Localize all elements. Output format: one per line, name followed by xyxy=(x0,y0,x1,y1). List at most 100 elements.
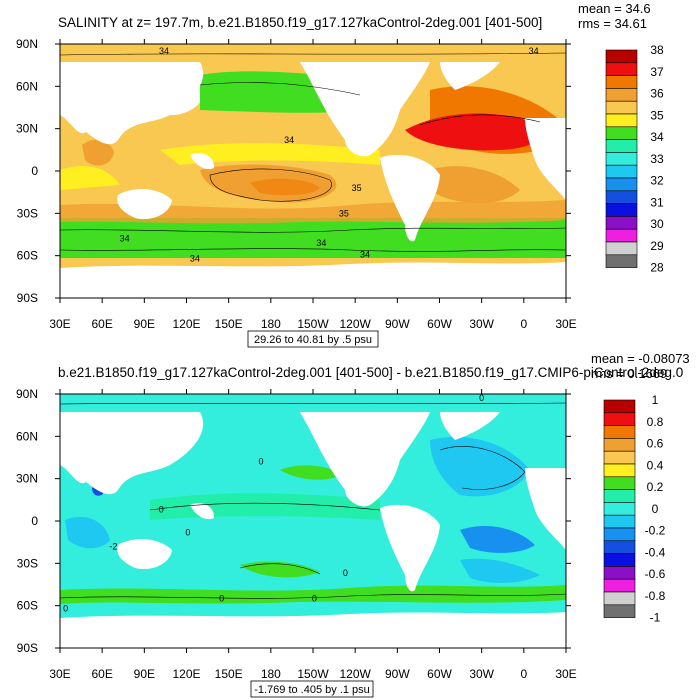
tropical-pacific-lighter xyxy=(150,493,380,520)
contour-label: 35 xyxy=(339,208,349,218)
arctic-band xyxy=(60,44,566,62)
colorbar-swatch xyxy=(603,553,636,567)
continent-south-america xyxy=(380,154,440,242)
colorbar-swatch xyxy=(605,100,638,115)
colorbar-label: 0 xyxy=(652,502,659,516)
y-tick-label: 90S xyxy=(17,641,38,655)
arctic-band xyxy=(60,394,566,412)
contour-label: 0 xyxy=(219,594,224,604)
x-tick-label: 150E xyxy=(215,667,243,681)
salinity-panel: SALINITY at z= 197.7m, b.e21.B1850.f19_g… xyxy=(16,1,664,348)
contour-line xyxy=(149,502,381,511)
contour-labels: 0 0 0 0 -2 0 0 0 0 xyxy=(63,393,484,613)
atlantic-deep-blue xyxy=(460,525,535,553)
atlantic-fresh-blue xyxy=(430,436,530,497)
y-axis: 90N 60N 30N 0 30S 60S 90S xyxy=(16,387,571,655)
south-orange-band xyxy=(60,200,566,224)
colorbar-swatch xyxy=(605,62,638,76)
contour-label: 0 xyxy=(479,393,484,403)
maritime-continent xyxy=(190,503,215,520)
contour-line xyxy=(199,82,361,96)
y-tick-label: 30S xyxy=(17,556,38,570)
pacific-core-max xyxy=(250,178,320,196)
contour-labels: 34 34 34 35 35 34 34 34 34 xyxy=(120,46,539,263)
colorbar-swatch xyxy=(603,604,636,618)
contour-line xyxy=(239,563,321,575)
colorbar-label: 34 xyxy=(650,130,664,144)
x-tick-label: 180 xyxy=(261,667,281,681)
range-label: -1.769 to .405 by .1 psu xyxy=(254,684,370,696)
x-tick-label: 60E xyxy=(91,317,112,331)
y-tick-label: 90N xyxy=(16,37,38,51)
colorbar-swatch xyxy=(605,216,638,230)
colorbar-swatch xyxy=(605,190,638,204)
x-tick-label: 30W xyxy=(469,667,494,681)
x-tick-label: 0 xyxy=(520,667,527,681)
colorbar-swatch xyxy=(603,438,636,452)
stat-mean: mean = 34.6 xyxy=(578,1,651,16)
continent-antarctica xyxy=(60,262,566,298)
colorbar-label: -0.2 xyxy=(645,524,666,538)
contour-line xyxy=(60,52,566,56)
colorbar-swatch xyxy=(603,476,636,490)
colorbar-swatch xyxy=(605,228,638,243)
colorbar-label: 0.6 xyxy=(647,437,664,451)
y-tick-label: 0 xyxy=(31,514,38,528)
continent-australia xyxy=(117,188,172,220)
colorbar: 38 37 36 35 34 33 32 31 30 29 28 xyxy=(605,43,664,275)
y-tick-label: 0 xyxy=(31,164,38,178)
south-green-band xyxy=(60,585,566,604)
y-tick-label: 60N xyxy=(16,79,38,93)
contour-line xyxy=(60,248,566,252)
contour-label: 34 xyxy=(529,46,539,56)
stat-rms: rms = 34.61 xyxy=(578,16,647,31)
colorbar-swatch xyxy=(605,152,638,166)
colorbar-label: 38 xyxy=(650,43,664,57)
x-tick-label: 90E xyxy=(134,317,155,331)
contour-label: 34 xyxy=(159,46,169,56)
colorbar-swatch xyxy=(605,49,638,64)
continent-africa xyxy=(525,468,566,550)
colorbar-label: 1 xyxy=(652,393,659,407)
x-tick-label: 30W xyxy=(469,317,494,331)
colorbar-label: 0.4 xyxy=(647,458,664,472)
x-tick-label: 60E xyxy=(91,667,112,681)
x-tick-label: 30E xyxy=(49,317,70,331)
colorbar-swatch xyxy=(603,502,636,516)
colorbar-swatch xyxy=(603,463,636,478)
colorbar-swatch xyxy=(603,527,636,542)
range-box: 29.26 to 40.81 by .5 psu xyxy=(247,330,379,348)
red-sea-high xyxy=(82,139,114,166)
north-pacific-green xyxy=(280,465,340,480)
x-axis: 30E 60E 90E 120E 150E 180 150W 120W 90W 60W 30W 0 30… xyxy=(49,389,577,681)
contour-label: 0 xyxy=(343,568,348,578)
continent-antarctica xyxy=(60,612,566,648)
colorbar-swatch xyxy=(605,177,638,192)
x-axis: 30E 60E 90E 120E 150E 180 150W 120W 90W 60W 30W 0 30… xyxy=(49,39,577,331)
continent-north-america xyxy=(300,62,430,157)
contour-label: 34 xyxy=(120,234,130,244)
atlantic-red-core xyxy=(405,113,539,151)
south-pacific-green xyxy=(240,561,320,578)
colorbar-swatch xyxy=(603,425,636,439)
x-tick-label: 60W xyxy=(427,667,452,681)
greenland xyxy=(440,412,500,440)
x-tick-label: 120W xyxy=(339,667,371,681)
x-tick-label: 0 xyxy=(520,317,527,331)
y-tick-label: 60N xyxy=(16,429,38,443)
colorbar-swatch xyxy=(603,399,636,414)
y-tick-label: 30N xyxy=(16,472,38,486)
y-tick-label: 90N xyxy=(16,387,38,401)
x-tick-label: 90W xyxy=(385,667,410,681)
colorbar-label: 0.8 xyxy=(647,415,664,429)
x-tick-label: 120E xyxy=(172,667,200,681)
difference-panel: b.e21.B1850.f19_g17.127kaControl-2deg.00… xyxy=(16,351,690,698)
contour-line xyxy=(60,227,566,233)
contour-label: 34 xyxy=(190,253,200,263)
map-field xyxy=(60,394,566,648)
contour-label: 34 xyxy=(316,238,326,248)
contour-line xyxy=(60,402,566,405)
colorbar-label: -0.4 xyxy=(645,545,666,559)
colorbar-swatch xyxy=(605,88,638,102)
contour-label: 34 xyxy=(284,135,294,145)
